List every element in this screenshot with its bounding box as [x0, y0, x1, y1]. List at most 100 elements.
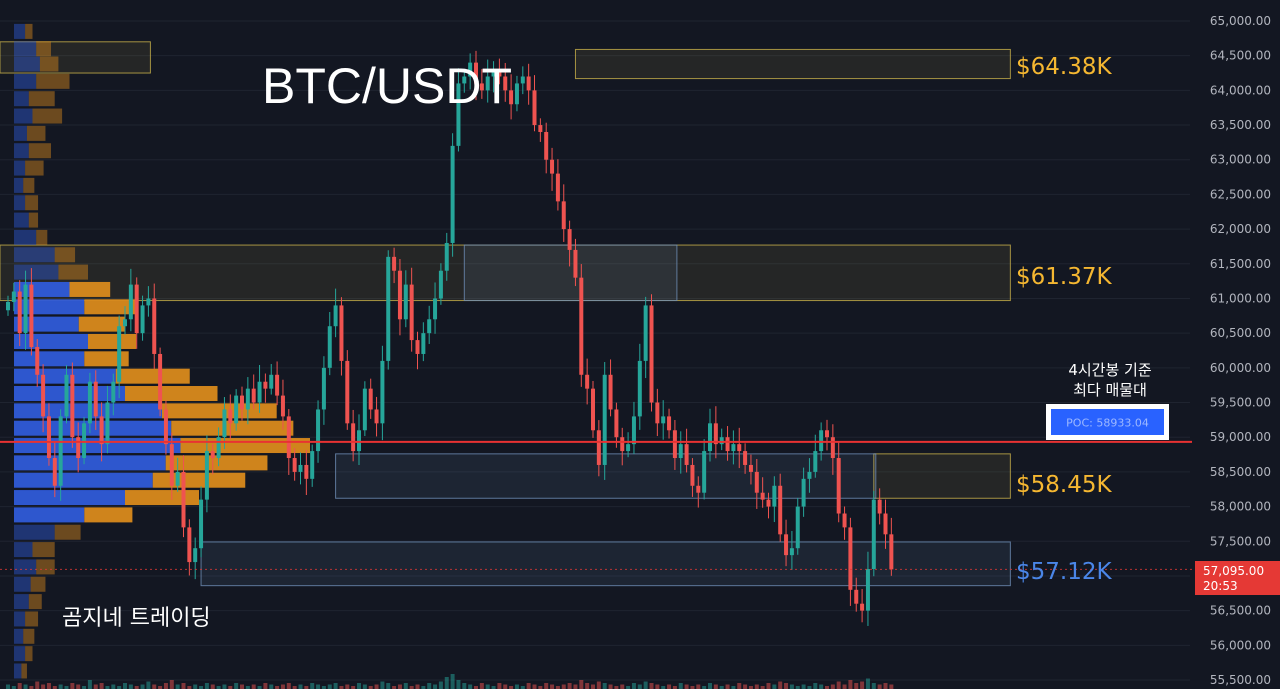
candle-body — [58, 416, 63, 486]
candle-body — [433, 298, 438, 320]
candle-body — [52, 458, 57, 486]
price-tick-label: 57,500.00 — [1210, 534, 1271, 548]
candle-body — [187, 527, 192, 563]
volume-bar — [17, 683, 22, 689]
volume-bar — [321, 686, 326, 689]
candle-body — [889, 534, 894, 570]
profile-bar-buy — [14, 455, 166, 471]
profile-bar-buy — [14, 386, 125, 402]
volume-bar — [316, 684, 321, 689]
price-tick-label: 63,500.00 — [1210, 118, 1271, 132]
profile-bar-sell — [125, 490, 199, 506]
zone-blue — [463, 244, 678, 302]
price-tick-label: 58,500.00 — [1210, 465, 1271, 479]
candle-body — [778, 485, 783, 535]
candle-body — [672, 430, 677, 459]
candle-body — [550, 159, 555, 174]
candle-body — [345, 360, 350, 424]
candle-body — [784, 534, 789, 556]
volume-bar — [386, 683, 391, 689]
last-price-countdown: 20:53 — [1203, 579, 1238, 593]
volume-bar — [52, 686, 57, 689]
zone-yellow — [574, 48, 1011, 80]
candle-body — [269, 374, 274, 389]
candle-body — [620, 437, 625, 452]
volume-bar — [41, 684, 46, 689]
candle-body — [304, 464, 309, 479]
level-label: $64.38K — [1016, 54, 1112, 80]
volume-bar — [579, 680, 584, 689]
price-axis[interactable]: 65,000.00 64,500.00 64,000.00 63,500.00 63,0… — [1210, 14, 1271, 687]
volume-bar — [415, 684, 420, 689]
candle-body — [140, 305, 145, 334]
volume-bar — [544, 683, 549, 689]
profile-bar-buy — [14, 594, 29, 610]
zone-blue — [200, 541, 1011, 587]
candle-body — [403, 284, 408, 320]
candle-body — [655, 402, 660, 424]
profile-bar-sell — [28, 594, 42, 610]
profile-bar-buy — [14, 542, 33, 558]
volume-bar — [743, 684, 748, 689]
volume-bar — [672, 686, 677, 689]
volume-bar — [555, 686, 560, 689]
candle-body — [298, 464, 303, 472]
candle-body — [374, 409, 379, 424]
profile-bar-sell — [54, 524, 81, 540]
profile-bar-buy — [14, 576, 31, 592]
zone-yellow — [0, 41, 151, 74]
candle-body — [661, 416, 666, 424]
candle-body — [216, 437, 221, 459]
candle-body — [795, 506, 800, 549]
candle-body — [46, 416, 51, 459]
candle-body — [175, 471, 180, 486]
profile-bar-buy — [14, 490, 125, 506]
candles — [6, 50, 894, 626]
price-tick-label: 62,000.00 — [1210, 222, 1271, 236]
volume-bar — [152, 684, 157, 689]
volume-bar — [520, 686, 525, 689]
volume-bar — [573, 684, 578, 689]
candle-body — [649, 305, 654, 403]
volume-bar — [778, 681, 783, 689]
volume-bar — [11, 686, 16, 689]
candle-body — [193, 548, 198, 563]
volume-bar — [474, 686, 478, 689]
candle-body — [468, 62, 473, 77]
volume-bar — [468, 684, 473, 689]
poc-line — [0, 440, 1195, 570]
candle-body — [105, 402, 110, 445]
profile-bar-sell — [25, 611, 39, 627]
candle-body — [6, 301, 10, 311]
candle-body — [222, 409, 227, 438]
volume-bar — [538, 686, 543, 689]
last-price-badge: 57,095.00 20:53 — [1195, 561, 1280, 595]
price-tick-label: 60,500.00 — [1210, 326, 1271, 340]
price-tick-label: 61,000.00 — [1210, 291, 1271, 305]
profile-bar-sell — [36, 229, 48, 245]
profile-bar-sell — [165, 455, 268, 471]
price-tick-label: 64,000.00 — [1210, 83, 1271, 97]
candle-body — [626, 444, 631, 452]
candle-body — [310, 451, 315, 479]
candle-body — [386, 256, 391, 361]
candle-body — [696, 485, 701, 493]
level-label: $61.37K — [1016, 264, 1112, 290]
profile-bar-buy — [14, 108, 33, 124]
last-price-badge-bg — [1195, 561, 1280, 595]
volume-bar — [813, 683, 818, 689]
zone-yellow — [0, 244, 1011, 302]
profile-bar-buy — [14, 611, 26, 627]
poc-badge-fill — [1051, 409, 1164, 435]
price-tick-label: 61,500.00 — [1210, 257, 1271, 271]
volume-bar — [626, 686, 631, 689]
profile-bar-buy — [14, 91, 29, 107]
candle-body — [631, 416, 636, 445]
volume-bar — [392, 686, 397, 689]
candle-body — [836, 458, 841, 514]
candle-body — [708, 423, 712, 452]
volume-bar — [444, 677, 449, 689]
volume-bar — [193, 684, 198, 689]
profile-bar-buy — [14, 41, 37, 57]
